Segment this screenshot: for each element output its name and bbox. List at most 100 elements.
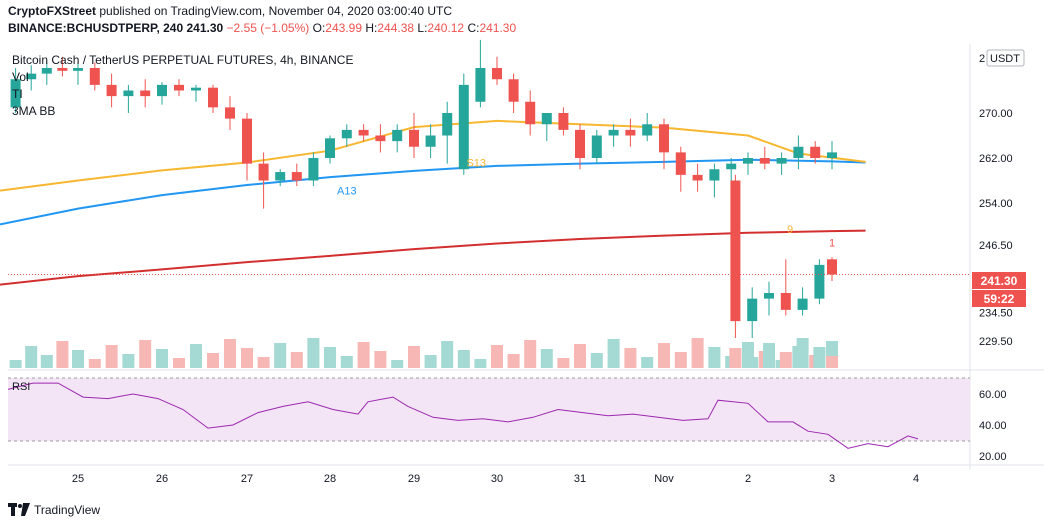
volume-bar xyxy=(340,356,353,368)
time-axis-label: 28 xyxy=(324,473,336,485)
candle-body xyxy=(174,84,184,91)
volume-bar xyxy=(796,338,809,368)
low-label: L: xyxy=(417,21,428,35)
candle-body xyxy=(106,84,117,97)
volume-bar xyxy=(224,339,236,368)
candle-body xyxy=(275,172,286,181)
candle-body xyxy=(730,180,741,322)
rsi-axis-label: 20.00 xyxy=(979,451,1007,463)
symbol-label: BINANCE:BCHUSDTPERP, 240 xyxy=(8,21,184,35)
candle-body xyxy=(191,87,201,91)
low-value: 240.12 xyxy=(427,21,465,35)
rsi-axis-label: 60.00 xyxy=(979,389,1007,401)
volume-bar xyxy=(641,357,654,368)
candle-body xyxy=(743,158,753,164)
candle-body xyxy=(10,79,21,108)
price-axis: 270.00 262.00 254.00 246.50 234.50 229.50 2 xyxy=(979,53,1013,348)
candle-body xyxy=(726,163,737,170)
price-axis-label: 254.00 xyxy=(979,198,1013,210)
time-axis-label: 25 xyxy=(72,473,84,485)
rsi-line xyxy=(7,382,919,449)
candle-body xyxy=(325,138,335,158)
volume-bar xyxy=(139,340,152,368)
volume-bar xyxy=(173,358,185,368)
volume-bar xyxy=(391,360,404,368)
time-axis-label: 26 xyxy=(156,473,168,485)
volume-bar xyxy=(474,359,487,368)
candle-body xyxy=(392,129,403,142)
time-axis-label: 4 xyxy=(913,473,919,485)
candle-body xyxy=(341,129,352,139)
open-label: O: xyxy=(312,21,326,35)
annotation-label: 9 xyxy=(787,224,793,236)
candle-body xyxy=(123,90,134,97)
candle-body xyxy=(780,293,791,310)
volume-bar xyxy=(56,341,69,368)
main-pane xyxy=(8,44,970,370)
candle-body xyxy=(475,68,486,102)
volume-bar xyxy=(257,357,270,368)
high-value: 244.38 xyxy=(377,21,415,35)
candle-body xyxy=(692,174,703,181)
ohlc-row: BINANCE:BCHUSDTPERP, 240 241.30 −2.55 (−… xyxy=(8,21,516,35)
volume-bar xyxy=(674,352,687,368)
candle-body xyxy=(242,118,252,164)
legend-bb[interactable]: 3MA BB xyxy=(12,104,56,118)
candle-body xyxy=(747,298,758,322)
volume-bar xyxy=(507,354,520,368)
volume-bar xyxy=(457,350,470,368)
countdown-label: 59:22 xyxy=(984,292,1015,306)
volume-bar xyxy=(88,359,101,368)
volume-bar xyxy=(491,345,503,368)
rsi-band xyxy=(8,378,970,441)
volume-bar xyxy=(826,356,838,368)
volume-bar xyxy=(25,346,38,368)
time-axis-label: 31 xyxy=(574,473,586,485)
volume-bar xyxy=(307,338,320,368)
volume-bars xyxy=(9,338,838,368)
legend-ti[interactable]: TI xyxy=(12,87,23,101)
volume-bar xyxy=(607,339,620,368)
volume-bar xyxy=(207,353,219,368)
open-value: 243.99 xyxy=(325,21,362,35)
publish-text: published on TradingView.com, November 0… xyxy=(99,4,453,18)
candle-body xyxy=(642,124,653,136)
tradingview-logo-icon xyxy=(8,503,30,516)
publisher-name[interactable]: CryptoFXStreet xyxy=(8,4,97,18)
price-tag-label: 241.30 xyxy=(981,274,1018,288)
price-axis-label: 2 xyxy=(979,53,985,65)
candle-body xyxy=(358,129,369,136)
candle-body xyxy=(409,129,419,147)
annotation-label: S13 xyxy=(466,157,486,169)
candle-body xyxy=(291,172,302,181)
volume-bar xyxy=(190,344,202,368)
candle-body xyxy=(89,68,100,85)
volume-bar xyxy=(424,355,437,368)
candle-body xyxy=(608,129,619,136)
candle-body xyxy=(810,146,821,158)
candle-body xyxy=(541,113,552,125)
volume-bar xyxy=(408,346,420,368)
candle-body xyxy=(776,158,787,164)
candle-body xyxy=(26,73,37,80)
legend-vol[interactable]: Vol xyxy=(12,70,29,84)
candle-body xyxy=(525,101,536,125)
rsi-title: RSI xyxy=(12,381,30,393)
volume-bar xyxy=(9,360,22,368)
time-axis-label: 29 xyxy=(408,473,420,485)
price-tag xyxy=(972,272,1026,289)
time-axis-label: 2 xyxy=(745,473,751,485)
volume-bar xyxy=(374,351,387,368)
footer-brand[interactable]: TradingView xyxy=(8,503,100,517)
price-axis-label: 270.00 xyxy=(979,108,1013,120)
candle-body xyxy=(764,293,774,299)
candle-body xyxy=(225,107,235,119)
time-axis-label: 30 xyxy=(491,473,503,485)
volume-bar xyxy=(40,355,53,368)
volume-bar xyxy=(241,348,253,368)
candle-body xyxy=(558,113,569,130)
series-title: Bitcoin Cash / TetherUS PERPETUAL FUTURE… xyxy=(12,53,354,67)
currency-tag[interactable] xyxy=(986,49,1025,67)
candle-body xyxy=(675,152,686,175)
